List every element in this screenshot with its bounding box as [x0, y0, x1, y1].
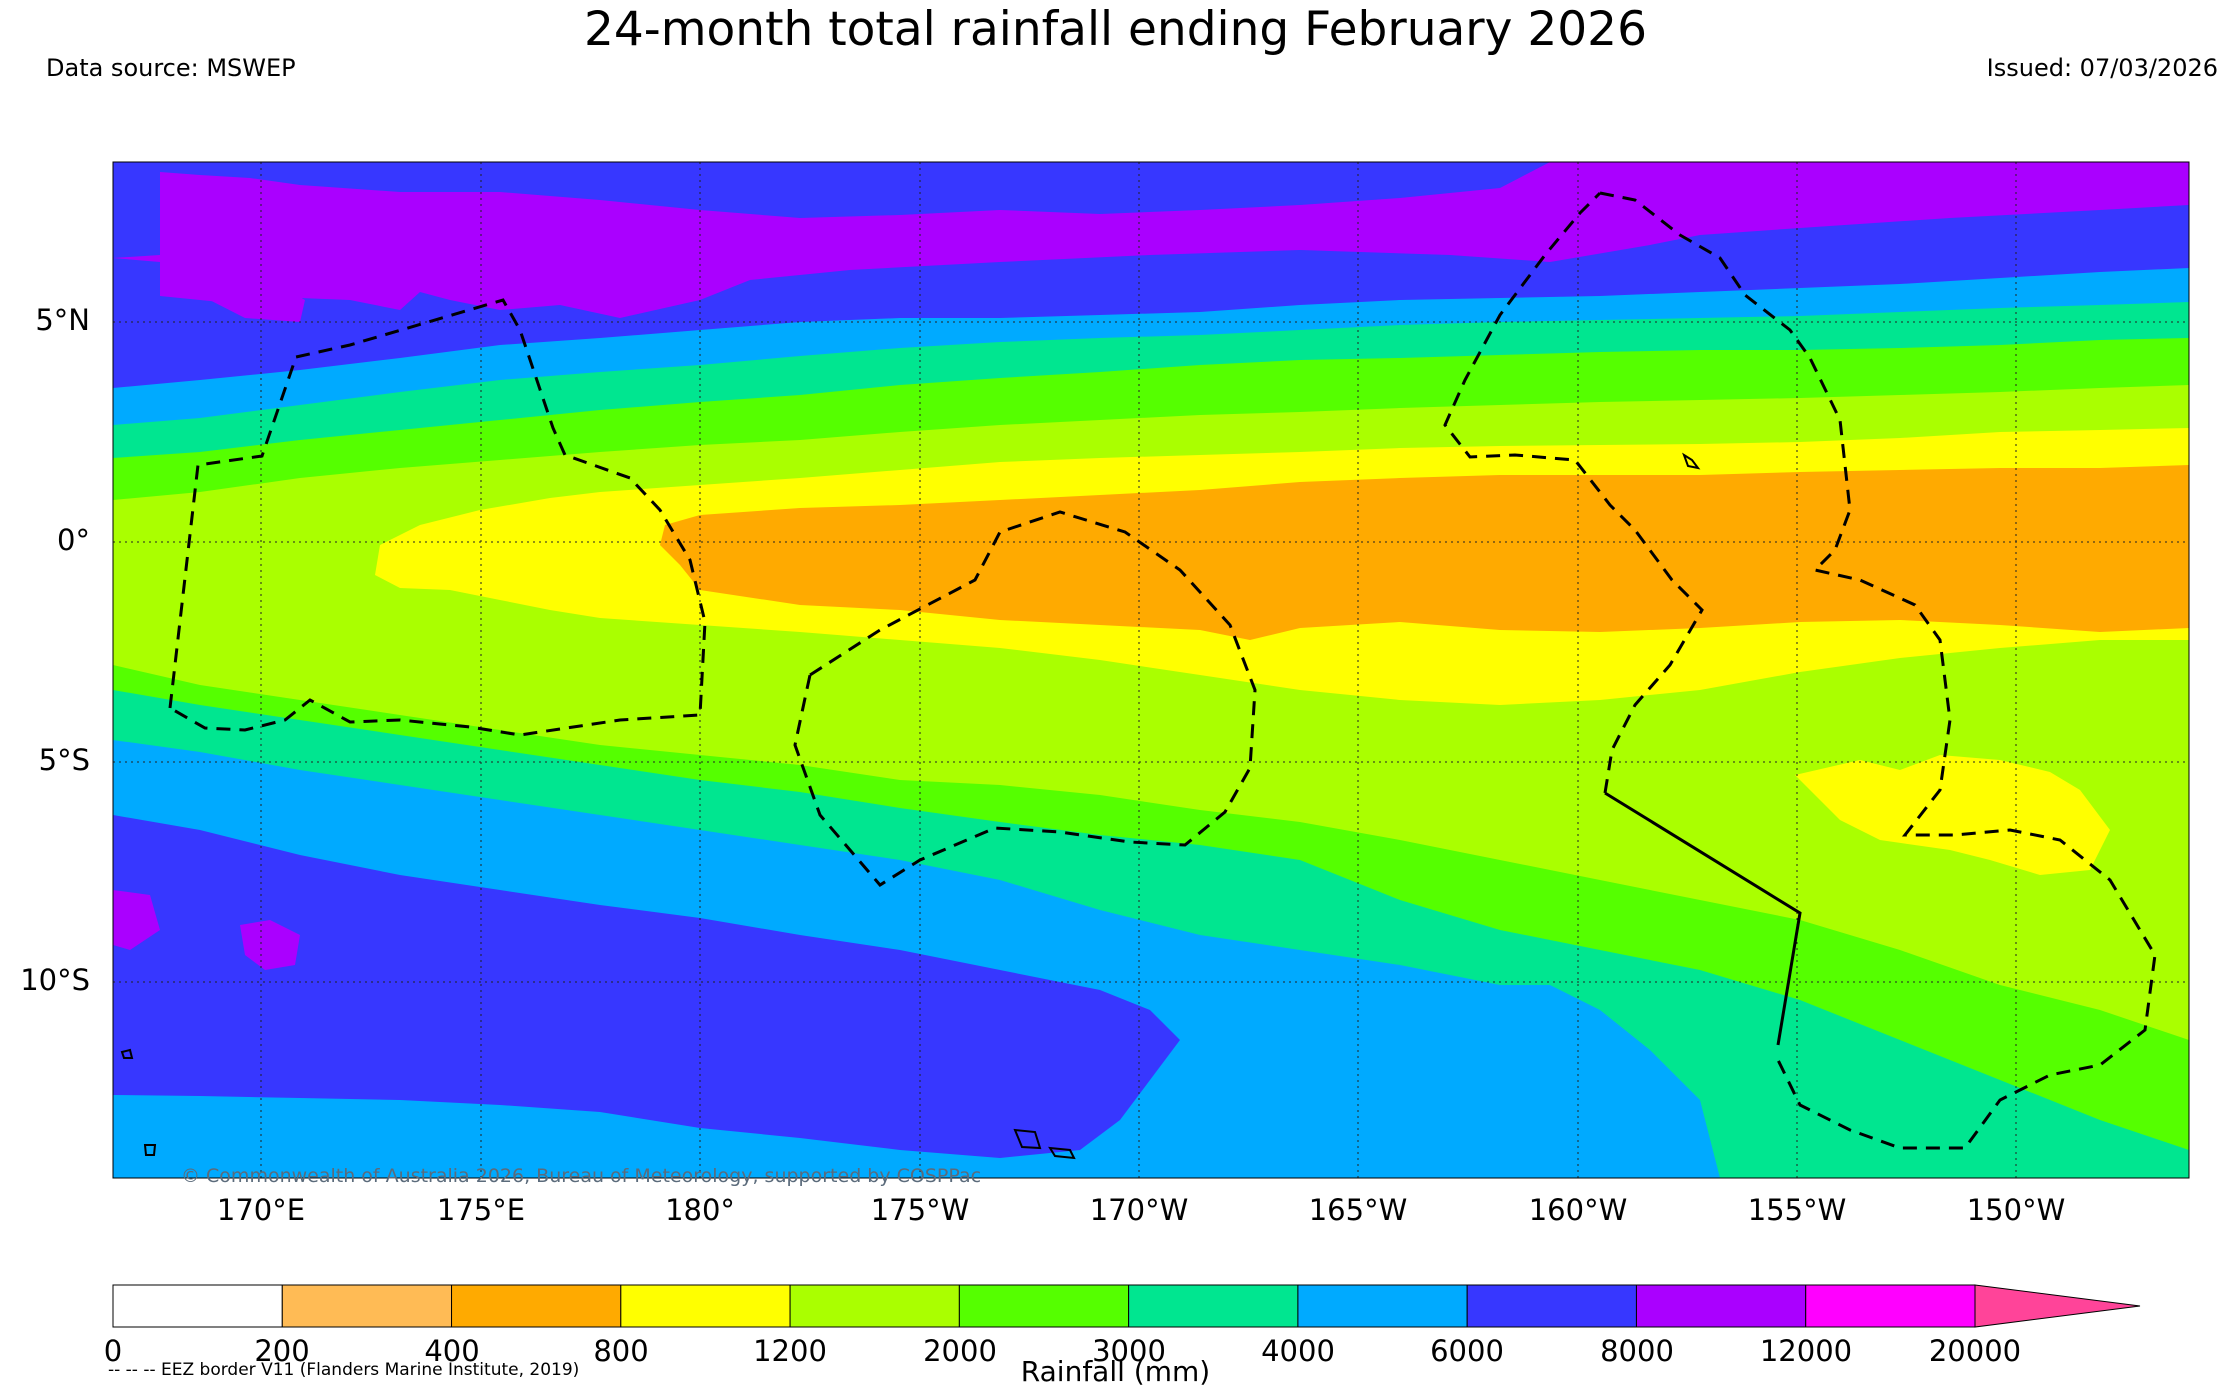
eez-borders — [168, 191, 2157, 1150]
lon-label-165w: 165°W — [1308, 1193, 1408, 1227]
legend-tick-12000: 12000 — [1759, 1334, 1853, 1368]
data-source: Data source: MSWEP — [46, 54, 296, 82]
chart-title: 24-month total rainfall ending February … — [583, 2, 1647, 57]
lat-label-5s: 5°S — [38, 743, 90, 777]
issued-date: Issued: 07/03/2026 — [1986, 54, 2218, 82]
band-800-1200-southeast — [1795, 755, 2110, 875]
legend-tick-1200: 1200 — [753, 1334, 827, 1368]
legend-tick-800: 800 — [593, 1334, 649, 1368]
rainfall-bands — [113, 162, 2189, 1178]
lon-label-160w: 160°W — [1528, 1193, 1628, 1227]
band-6000-8000-south — [113, 815, 1180, 1158]
colorbar-segment — [1635, 1284, 1807, 1328]
eez-note: -- -- -- EEZ border V11 (Flanders Marine… — [108, 1360, 580, 1380]
lat-label-5n: 5°N — [35, 303, 90, 337]
colorbar-segment — [958, 1284, 1130, 1328]
lon-label-170e: 170°E — [216, 1193, 306, 1227]
lon-label-155w: 155°W — [1747, 1193, 1847, 1227]
band-12000-20000-nw — [113, 255, 305, 322]
lon-label-150w: 150°W — [1966, 1193, 2066, 1227]
band-12000-20000-south — [113, 890, 300, 970]
graticule — [113, 162, 2189, 1178]
legend-tick-3000: 3000 — [1092, 1334, 1166, 1368]
copyright-note: © Commonwealth of Australia 2026, Bureau… — [181, 1165, 982, 1187]
lat-label-10s: 10°S — [20, 963, 90, 997]
colorbar-extend-arrow — [1974, 1284, 2141, 1328]
legend-tick-400: 400 — [424, 1334, 480, 1368]
colorbar — [112, 1284, 2141, 1328]
legend-tick-200: 200 — [254, 1334, 310, 1368]
legend-tick-8000: 8000 — [1600, 1334, 1674, 1368]
boundary-line — [1604, 791, 1802, 1046]
band-12000-20000-north — [160, 162, 2189, 318]
plot-frame — [112, 161, 2190, 1179]
colorbar-segment — [1466, 1284, 1637, 1328]
colorbar-segment — [281, 1284, 453, 1328]
legend-tick-4000: 4000 — [1261, 1334, 1335, 1368]
legend-tick-20000: 20000 — [1928, 1334, 2022, 1368]
colorbar-segment — [1805, 1284, 1976, 1328]
lon-label-180: 180° — [665, 1193, 735, 1227]
legend-tick-2000: 2000 — [923, 1334, 997, 1368]
colorbar-segment — [789, 1284, 960, 1328]
islands — [120, 452, 1701, 1160]
colorbar-segment — [620, 1284, 791, 1328]
band-400-800 — [660, 465, 2189, 640]
colorbar-segment — [1128, 1284, 1299, 1328]
lon-label-175w: 175°W — [870, 1193, 970, 1227]
colorbar-segment — [112, 1284, 283, 1328]
legend-tick-6000: 6000 — [1430, 1334, 1504, 1368]
colorbar-segment — [1297, 1284, 1468, 1328]
colorbar-segment — [451, 1284, 622, 1328]
lat-label-0: 0° — [57, 523, 90, 557]
legend-tick-0: 0 — [103, 1334, 123, 1368]
lon-label-175e: 175°E — [436, 1193, 526, 1227]
lon-label-170w: 170°W — [1089, 1193, 1189, 1227]
